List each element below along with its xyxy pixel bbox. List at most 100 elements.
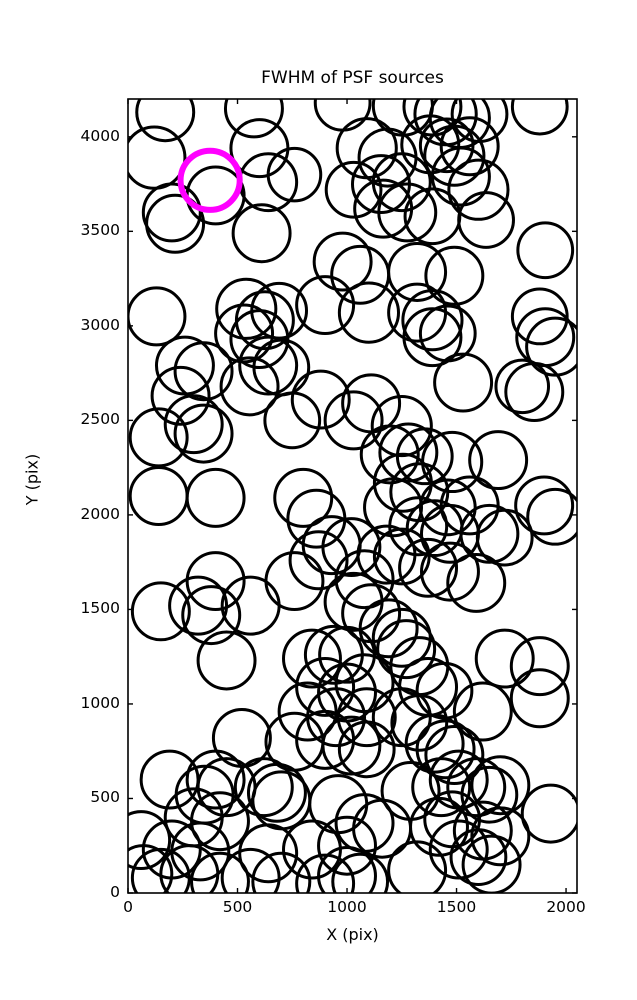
x-tick-label: 2000 bbox=[546, 898, 586, 916]
psf-source-circle bbox=[401, 289, 464, 352]
psf-source-circle bbox=[277, 681, 338, 742]
psf-source-circle bbox=[128, 407, 189, 468]
psf-source-circle bbox=[424, 245, 485, 306]
psf-source-circle bbox=[163, 394, 224, 455]
psf-source-circle bbox=[185, 749, 246, 810]
psf-source-circle bbox=[323, 390, 384, 451]
psf-source-circle bbox=[130, 581, 191, 642]
y-tick-label: 3500 bbox=[80, 221, 120, 240]
psf-source-circle bbox=[331, 852, 390, 893]
psf-source-circle bbox=[459, 503, 520, 564]
psf-source-circle bbox=[470, 806, 531, 867]
psf-source-circle bbox=[470, 755, 531, 816]
psf-source-circle bbox=[233, 757, 294, 818]
psf-source-circle bbox=[220, 847, 281, 893]
y-tick-label: 1000 bbox=[80, 693, 120, 712]
psf-source-circle bbox=[358, 598, 419, 659]
psf-source-circle bbox=[526, 487, 577, 546]
psf-source-circle bbox=[446, 757, 507, 818]
psf-source-circle bbox=[402, 307, 463, 368]
psf-source-circle bbox=[452, 681, 513, 742]
psf-source-circle bbox=[135, 99, 196, 143]
psf-source-circle bbox=[181, 585, 242, 646]
psf-source-circle bbox=[295, 853, 356, 893]
psf-source-circle bbox=[220, 575, 281, 636]
psf-source-circle bbox=[190, 851, 250, 893]
psf-source-circle bbox=[251, 851, 312, 893]
psf-source-circle bbox=[372, 527, 431, 586]
psf-source-circle bbox=[145, 193, 206, 254]
psf-source-circle bbox=[246, 762, 307, 823]
psf-source-circle bbox=[317, 846, 377, 893]
psf-source-circle bbox=[173, 403, 234, 464]
psf-source-circle bbox=[312, 231, 373, 292]
psf-source-circle bbox=[439, 116, 500, 177]
y-tick-label: 2000 bbox=[80, 504, 120, 523]
psf-source-circle bbox=[321, 715, 382, 776]
psf-source-circle bbox=[449, 828, 508, 886]
psf-source-circle bbox=[520, 783, 577, 844]
x-axis-label: X (pix) bbox=[326, 925, 379, 944]
psf-source-circle bbox=[177, 147, 243, 213]
psf-source-circle bbox=[190, 791, 250, 852]
psf-source-circle bbox=[324, 160, 383, 219]
psf-source-circle bbox=[317, 815, 377, 876]
y-tick-label: 2500 bbox=[80, 410, 120, 429]
page-title: FWHM of PSF sources bbox=[261, 68, 444, 88]
psf-source-circle bbox=[509, 668, 570, 729]
psf-source-circle bbox=[263, 391, 322, 450]
psf-source-circle bbox=[273, 467, 334, 528]
psf-source-circle bbox=[356, 524, 417, 585]
psf-source-circle bbox=[418, 304, 477, 363]
psf-source-circle bbox=[282, 628, 342, 689]
psf-source-circle bbox=[266, 146, 323, 203]
psf-source-circle bbox=[238, 335, 299, 396]
psf-source-circle bbox=[231, 203, 292, 264]
psf-source-circle bbox=[295, 709, 356, 770]
y-tick-label: 4000 bbox=[80, 126, 120, 145]
psf-source-circle bbox=[509, 636, 570, 697]
psf-source-circle bbox=[376, 619, 437, 680]
y-tick-label: 500 bbox=[90, 788, 120, 807]
psf-source-circle bbox=[418, 478, 477, 537]
x-tick-label: 1000 bbox=[327, 898, 367, 916]
marker-layer bbox=[128, 99, 577, 893]
y-tick-label: 3000 bbox=[80, 315, 120, 334]
psf-source-circle bbox=[415, 719, 476, 780]
psf-source-circle bbox=[288, 530, 349, 591]
psf-source-circle bbox=[433, 352, 494, 413]
psf-source-circle bbox=[409, 796, 469, 857]
psf-source-circle bbox=[219, 356, 280, 417]
psf-source-circle bbox=[295, 656, 356, 717]
psf-source-circle bbox=[387, 840, 448, 893]
psf-source-circle bbox=[337, 720, 396, 779]
psf-source-circle bbox=[371, 607, 432, 668]
psf-source-circle bbox=[130, 847, 191, 893]
psf-source-circle bbox=[423, 124, 486, 187]
y-tick-label: 1500 bbox=[80, 599, 120, 618]
psf-source-circle bbox=[353, 178, 414, 239]
psf-source-circle bbox=[372, 452, 433, 513]
psf-source-circle bbox=[430, 146, 491, 207]
x-tick-label: 0 bbox=[123, 898, 133, 916]
x-tick-label: 500 bbox=[222, 898, 253, 916]
y-axis-label: Y (pix) bbox=[22, 453, 42, 506]
psf-source-circle bbox=[424, 725, 485, 785]
psf-source-circle bbox=[295, 275, 356, 336]
psf-source-circle bbox=[510, 287, 569, 346]
psf-source-circle bbox=[474, 628, 535, 689]
psf-source-circle bbox=[336, 687, 397, 748]
psf-source-circle bbox=[215, 277, 278, 340]
psf-source-circle bbox=[418, 117, 475, 174]
psf-source-circle bbox=[229, 309, 290, 370]
psf-source-circle bbox=[128, 844, 174, 893]
psf-source-circle bbox=[238, 823, 299, 884]
psf-source-circle bbox=[387, 242, 448, 302]
psf-source-circle bbox=[514, 475, 575, 536]
psf-source-circle bbox=[420, 541, 480, 602]
psf-source-circle bbox=[185, 467, 246, 528]
y-tick-label: 0 bbox=[110, 883, 120, 901]
psf-source-circle bbox=[337, 281, 400, 344]
psf-source-circle bbox=[461, 834, 522, 893]
